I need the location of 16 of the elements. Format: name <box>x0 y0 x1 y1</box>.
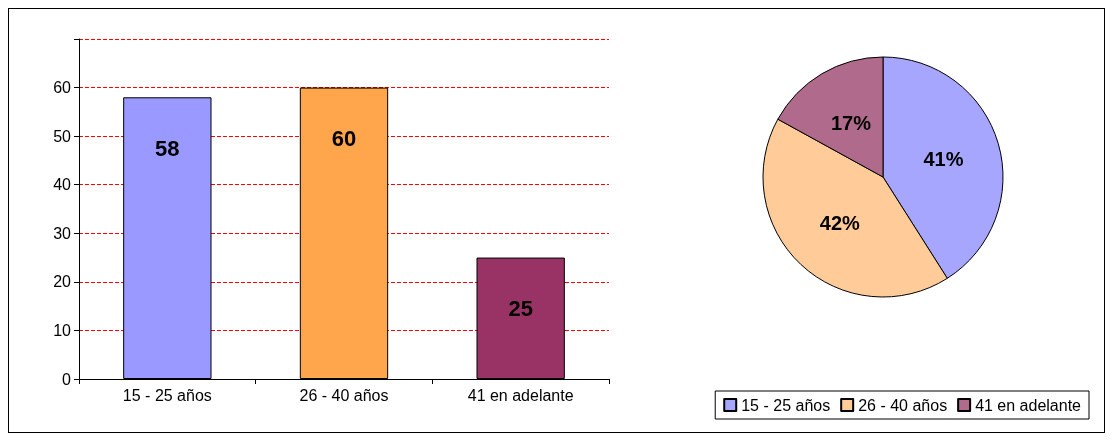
y-tick-label: 40 <box>53 176 72 194</box>
data-label: 25 <box>508 296 533 322</box>
data-label: 17% <box>830 111 872 134</box>
data-label: 58 <box>155 135 180 161</box>
y-tick-label: 50 <box>53 127 72 145</box>
x-tick-label: 26 - 40 años <box>299 386 389 404</box>
data-label: 41% <box>923 148 964 171</box>
y-tick-label: 10 <box>53 321 72 339</box>
y-tick-label: 20 <box>53 273 72 291</box>
y-tick-label: 30 <box>53 224 72 242</box>
data-label: 60 <box>331 126 357 152</box>
y-tick-label: 0 <box>62 370 72 388</box>
x-tick-label: 41 en adelante <box>467 386 574 404</box>
x-tick-label: 15 - 25 años <box>122 386 212 404</box>
data-label: 42% <box>819 211 861 234</box>
y-tick-label: 60 <box>53 79 72 97</box>
